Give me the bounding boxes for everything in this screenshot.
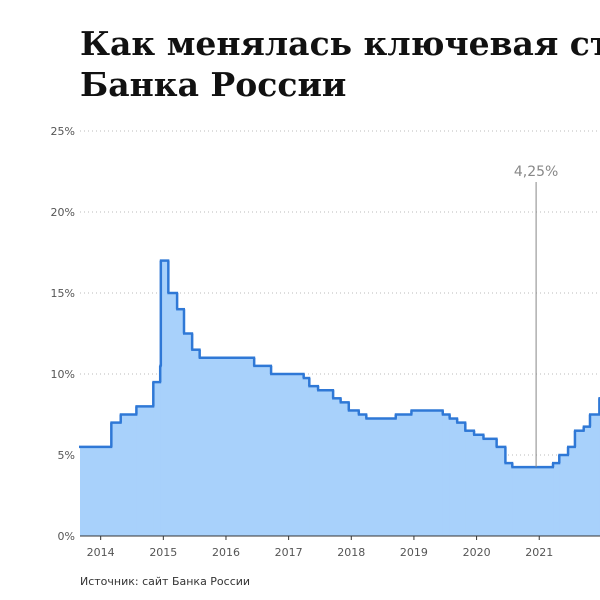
annotation-label: 4,25% <box>514 164 558 180</box>
area-step <box>589 414 600 536</box>
area-step <box>465 430 475 536</box>
x-tick-label: 2015 <box>149 546 177 559</box>
area-step <box>168 293 178 536</box>
area-step <box>111 422 122 536</box>
area-step <box>192 349 201 536</box>
area-step <box>160 365 162 536</box>
area-step <box>505 463 513 536</box>
y-tick-label: 20% <box>51 206 75 219</box>
area-step <box>449 418 458 536</box>
y-tick-label: 0% <box>58 530 75 543</box>
x-tick-label: 2021 <box>525 546 553 559</box>
area-step <box>583 426 591 536</box>
area-step <box>309 386 319 536</box>
area-step <box>442 414 451 536</box>
area-step <box>254 365 272 536</box>
area-step <box>358 414 367 536</box>
area-step <box>303 378 310 536</box>
y-tick-label: 10% <box>51 368 75 381</box>
x-tick-label: 2019 <box>400 546 428 559</box>
area-step <box>512 467 554 536</box>
area-step <box>348 410 360 536</box>
source: Источник: сайт Банка России <box>80 575 250 588</box>
area-step <box>559 455 569 536</box>
area-step <box>177 309 185 536</box>
area-step <box>120 414 137 536</box>
area-step <box>271 374 305 536</box>
area-step <box>474 434 484 536</box>
area-step <box>184 333 193 536</box>
y-tick-label: 5% <box>58 449 75 462</box>
x-tick-label: 2016 <box>212 546 240 559</box>
x-tick-label: 2014 <box>87 546 115 559</box>
area-step <box>160 260 169 536</box>
area-step <box>153 382 161 536</box>
area-step <box>395 414 412 536</box>
area-step <box>553 463 560 536</box>
area-step <box>568 446 576 536</box>
area-step <box>366 418 397 536</box>
x-tick-label: 2017 <box>275 546 303 559</box>
area-step <box>496 446 506 536</box>
title-line: Как менялась ключевая ст <box>80 24 600 63</box>
x-tick-label: 2018 <box>337 546 365 559</box>
area-step <box>483 438 498 536</box>
y-tick-label: 15% <box>51 287 75 300</box>
area-step <box>574 430 585 536</box>
title-line: Банка России <box>80 65 346 104</box>
area-step <box>340 402 350 536</box>
y-tick-label: 25% <box>51 125 75 138</box>
x-tick-label: 2020 <box>463 546 491 559</box>
area-step <box>318 390 334 536</box>
area-step <box>80 446 112 536</box>
area-step <box>411 410 444 536</box>
area-step <box>199 357 255 536</box>
area-step <box>457 422 466 536</box>
area-step <box>136 406 154 536</box>
area-step <box>333 398 342 536</box>
